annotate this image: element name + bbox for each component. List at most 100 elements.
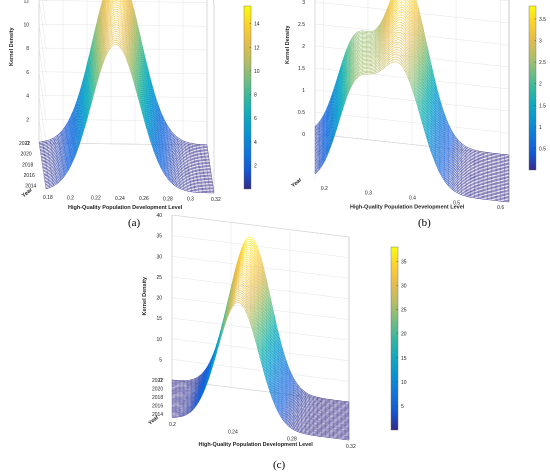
surface-segment [448, 128, 452, 134]
surface-cross-segment [173, 138, 175, 145]
surface-segment [181, 142, 184, 145]
surface-segment [444, 124, 447, 131]
surface-cross-segment [201, 157, 203, 163]
surface-segment [394, 2, 398, 7]
surface-segment [116, 40, 119, 42]
surface-segment [49, 174, 52, 177]
surface-segment [49, 163, 53, 165]
surface-segment [52, 167, 55, 170]
surface-segment [125, 47, 128, 53]
surface-segment [178, 160, 181, 163]
surface-segment [476, 156, 479, 158]
surface-segment [48, 143, 51, 145]
surface-segment [69, 133, 72, 138]
surface-segment [71, 142, 74, 148]
surface-segment [47, 172, 50, 175]
surface-segment [71, 128, 74, 134]
surface-segment [159, 152, 163, 157]
surface-segment [55, 175, 59, 178]
surface-cross-segment [194, 161, 196, 166]
surface-segment [148, 132, 151, 139]
surface-segment [157, 138, 160, 144]
surface-segment [162, 123, 166, 128]
surface-segment [465, 163, 469, 165]
surface-segment [105, 0, 107, 3]
surface-segment [472, 149, 475, 151]
surface-segment [340, 59, 344, 67]
surface-cross-segment [66, 159, 68, 164]
surface-cross-segment [58, 138, 60, 143]
surface-segment [117, 33, 120, 36]
surface-segment [465, 149, 469, 151]
surface-segment [125, 32, 128, 38]
surface-cross-segment [43, 171, 45, 177]
surface-segment [117, 11, 120, 14]
surface-segment [121, 37, 124, 42]
surface-segment [58, 177, 61, 180]
surface-cross-segment [131, 34, 133, 44]
surface-cross-segment [205, 162, 207, 167]
surface-segment [76, 125, 79, 131]
surface-segment [51, 172, 54, 175]
surface-segment [435, 83, 439, 93]
surface-segment [103, 19, 106, 26]
surface-segment [428, 70, 432, 80]
surface-segment [44, 181, 47, 183]
surface-segment [111, 25, 114, 28]
surface-segment [179, 153, 182, 156]
surface-segment [134, 79, 138, 87]
surface-segment [134, 50, 137, 58]
surface-segment [109, 29, 112, 33]
surface-segment [178, 187, 181, 190]
surface-cross-segment [56, 157, 58, 162]
surface-segment [139, 75, 143, 84]
surface-segment [77, 142, 80, 149]
surface-segment [61, 143, 64, 146]
surface-segment [150, 141, 153, 147]
surface-segment [165, 122, 169, 127]
surface-segment [143, 105, 146, 113]
surface-segment [370, 40, 374, 42]
surface-segment [144, 104, 148, 112]
surface-segment [422, 51, 426, 61]
surface-segment [71, 154, 74, 159]
surface-segment [81, 130, 84, 137]
surface-cross-segment [134, 39, 136, 49]
surface-segment [327, 101, 331, 108]
surface-segment [144, 101, 147, 109]
surface-segment [144, 74, 148, 82]
surface-segment [463, 158, 467, 161]
surface-segment [88, 58, 91, 67]
surface-segment [150, 115, 154, 122]
surface-segment [93, 33, 96, 42]
surface-segment [65, 124, 68, 128]
surface-cross-segment [197, 179, 198, 184]
surface-segment [128, 14, 131, 21]
surface-segment [154, 145, 158, 151]
surface-segment [99, 66, 103, 73]
surface-cross-segment [141, 98, 143, 108]
surface-segment [176, 143, 179, 146]
surface-segment [474, 160, 477, 162]
surface-segment [160, 156, 163, 161]
surface-segment [91, 55, 94, 64]
surface-segment [340, 73, 344, 80]
surface-segment [118, 25, 121, 28]
surface-segment [180, 149, 183, 152]
surface-segment [59, 159, 63, 163]
surface-segment [390, 4, 393, 10]
surface-segment [62, 160, 65, 163]
surface-segment [426, 57, 430, 68]
surface-segment [120, 9, 123, 13]
surface-cross-segment [141, 90, 142, 99]
surface-segment [457, 162, 460, 165]
surface-cross-segment [102, 35, 104, 40]
surface-segment [131, 14, 134, 22]
surface-segment [164, 123, 167, 128]
surface-cross-segment [57, 135, 59, 139]
surface-segment [177, 181, 180, 183]
surface-segment [118, 5, 121, 8]
surface-segment [86, 67, 90, 75]
surface-segment [360, 48, 363, 50]
surface-segment [358, 37, 361, 39]
